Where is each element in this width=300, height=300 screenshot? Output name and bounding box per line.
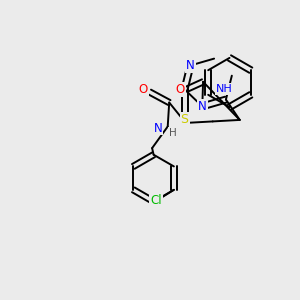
Text: S: S — [181, 113, 189, 126]
Text: N: N — [186, 59, 195, 72]
Text: O: O — [176, 83, 184, 96]
Text: O: O — [139, 82, 148, 95]
Text: NH: NH — [216, 84, 233, 94]
Text: N: N — [154, 122, 163, 134]
Text: H: H — [169, 128, 177, 138]
Text: Cl: Cl — [150, 194, 162, 207]
Text: N: N — [198, 100, 207, 113]
